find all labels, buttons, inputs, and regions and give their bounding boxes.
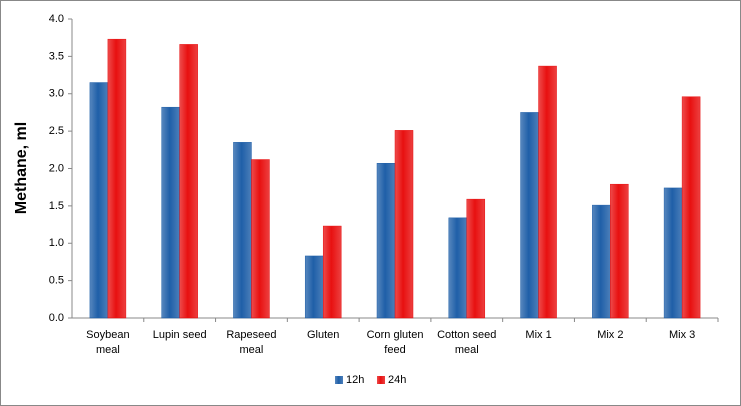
legend-label: 24h — [388, 374, 406, 386]
bar — [304, 255, 324, 319]
y-tick-label: 3.5 — [49, 50, 64, 62]
y-tick-label: 1.5 — [49, 200, 64, 212]
bar — [610, 183, 629, 319]
x-tick-label: Gluten — [307, 329, 340, 341]
x-tick-label: Mix 3 — [668, 329, 696, 341]
bar — [394, 130, 414, 319]
y-tick-label: 1.0 — [49, 237, 64, 249]
y-axis-title: Methane, ml — [13, 122, 30, 214]
bar — [538, 65, 557, 319]
y-tick-label: 0.5 — [49, 275, 64, 287]
legend-label: 12h — [346, 374, 364, 386]
legend-swatch — [377, 376, 385, 384]
legend-swatch — [335, 376, 343, 384]
bar — [161, 106, 180, 319]
bar — [681, 96, 701, 319]
x-tick-label: Lupin seed — [152, 329, 207, 341]
y-tick-label: 2.5 — [49, 125, 64, 137]
bar — [89, 82, 109, 319]
bar — [233, 142, 252, 319]
bar — [520, 112, 539, 319]
bar — [322, 225, 342, 319]
x-tick-label: Corn gluten feed — [366, 329, 424, 356]
x-tick-label: Mix 2 — [597, 329, 624, 341]
bar — [466, 198, 486, 319]
bar — [107, 38, 127, 319]
bar — [179, 44, 198, 319]
y-tick-label: 2.0 — [49, 162, 64, 174]
x-tick-label: Rapeseed meal — [226, 329, 277, 356]
bar — [592, 204, 611, 319]
x-tick-label: Mix 1 — [525, 329, 552, 341]
y-tick-label: 0.0 — [49, 312, 64, 324]
bar — [448, 217, 468, 319]
x-tick-label: Soybean meal — [86, 329, 130, 356]
bar — [663, 187, 683, 319]
bar — [376, 163, 396, 319]
y-tick-label: 4.0 — [49, 13, 64, 25]
bar — [251, 159, 270, 319]
y-tick-label: 3.0 — [49, 88, 64, 100]
x-tick-label: Cotton seed meal — [437, 329, 497, 356]
